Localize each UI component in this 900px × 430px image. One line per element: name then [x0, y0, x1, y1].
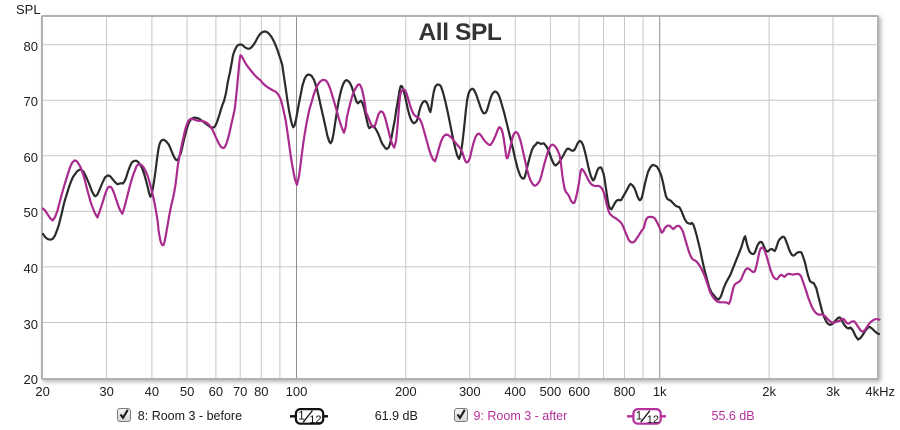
- svg-text:12: 12: [647, 413, 659, 424]
- svg-text:1: 1: [299, 410, 305, 422]
- svg-text:1: 1: [636, 410, 642, 422]
- svg-text:12: 12: [310, 413, 322, 424]
